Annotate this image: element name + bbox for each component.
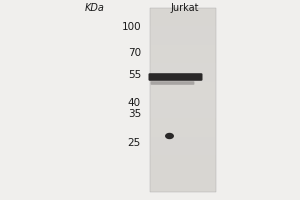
Bar	[150, 100, 216, 118]
Ellipse shape	[166, 134, 173, 138]
FancyBboxPatch shape	[151, 81, 194, 85]
Text: 25: 25	[128, 138, 141, 148]
Bar	[150, 8, 216, 192]
Bar	[150, 63, 216, 82]
Bar	[150, 155, 216, 174]
Text: 35: 35	[128, 109, 141, 119]
Bar	[150, 8, 216, 26]
Bar	[150, 45, 216, 63]
Text: 70: 70	[128, 48, 141, 58]
Text: 55: 55	[128, 70, 141, 80]
Bar	[150, 118, 216, 137]
Bar	[150, 82, 216, 100]
Bar	[150, 174, 216, 192]
Bar	[150, 26, 216, 45]
Text: Jurkat: Jurkat	[170, 3, 199, 13]
Text: 100: 100	[122, 22, 141, 32]
Text: 40: 40	[128, 98, 141, 108]
Text: KDa: KDa	[85, 3, 105, 13]
FancyBboxPatch shape	[148, 73, 202, 81]
Bar	[150, 137, 216, 155]
